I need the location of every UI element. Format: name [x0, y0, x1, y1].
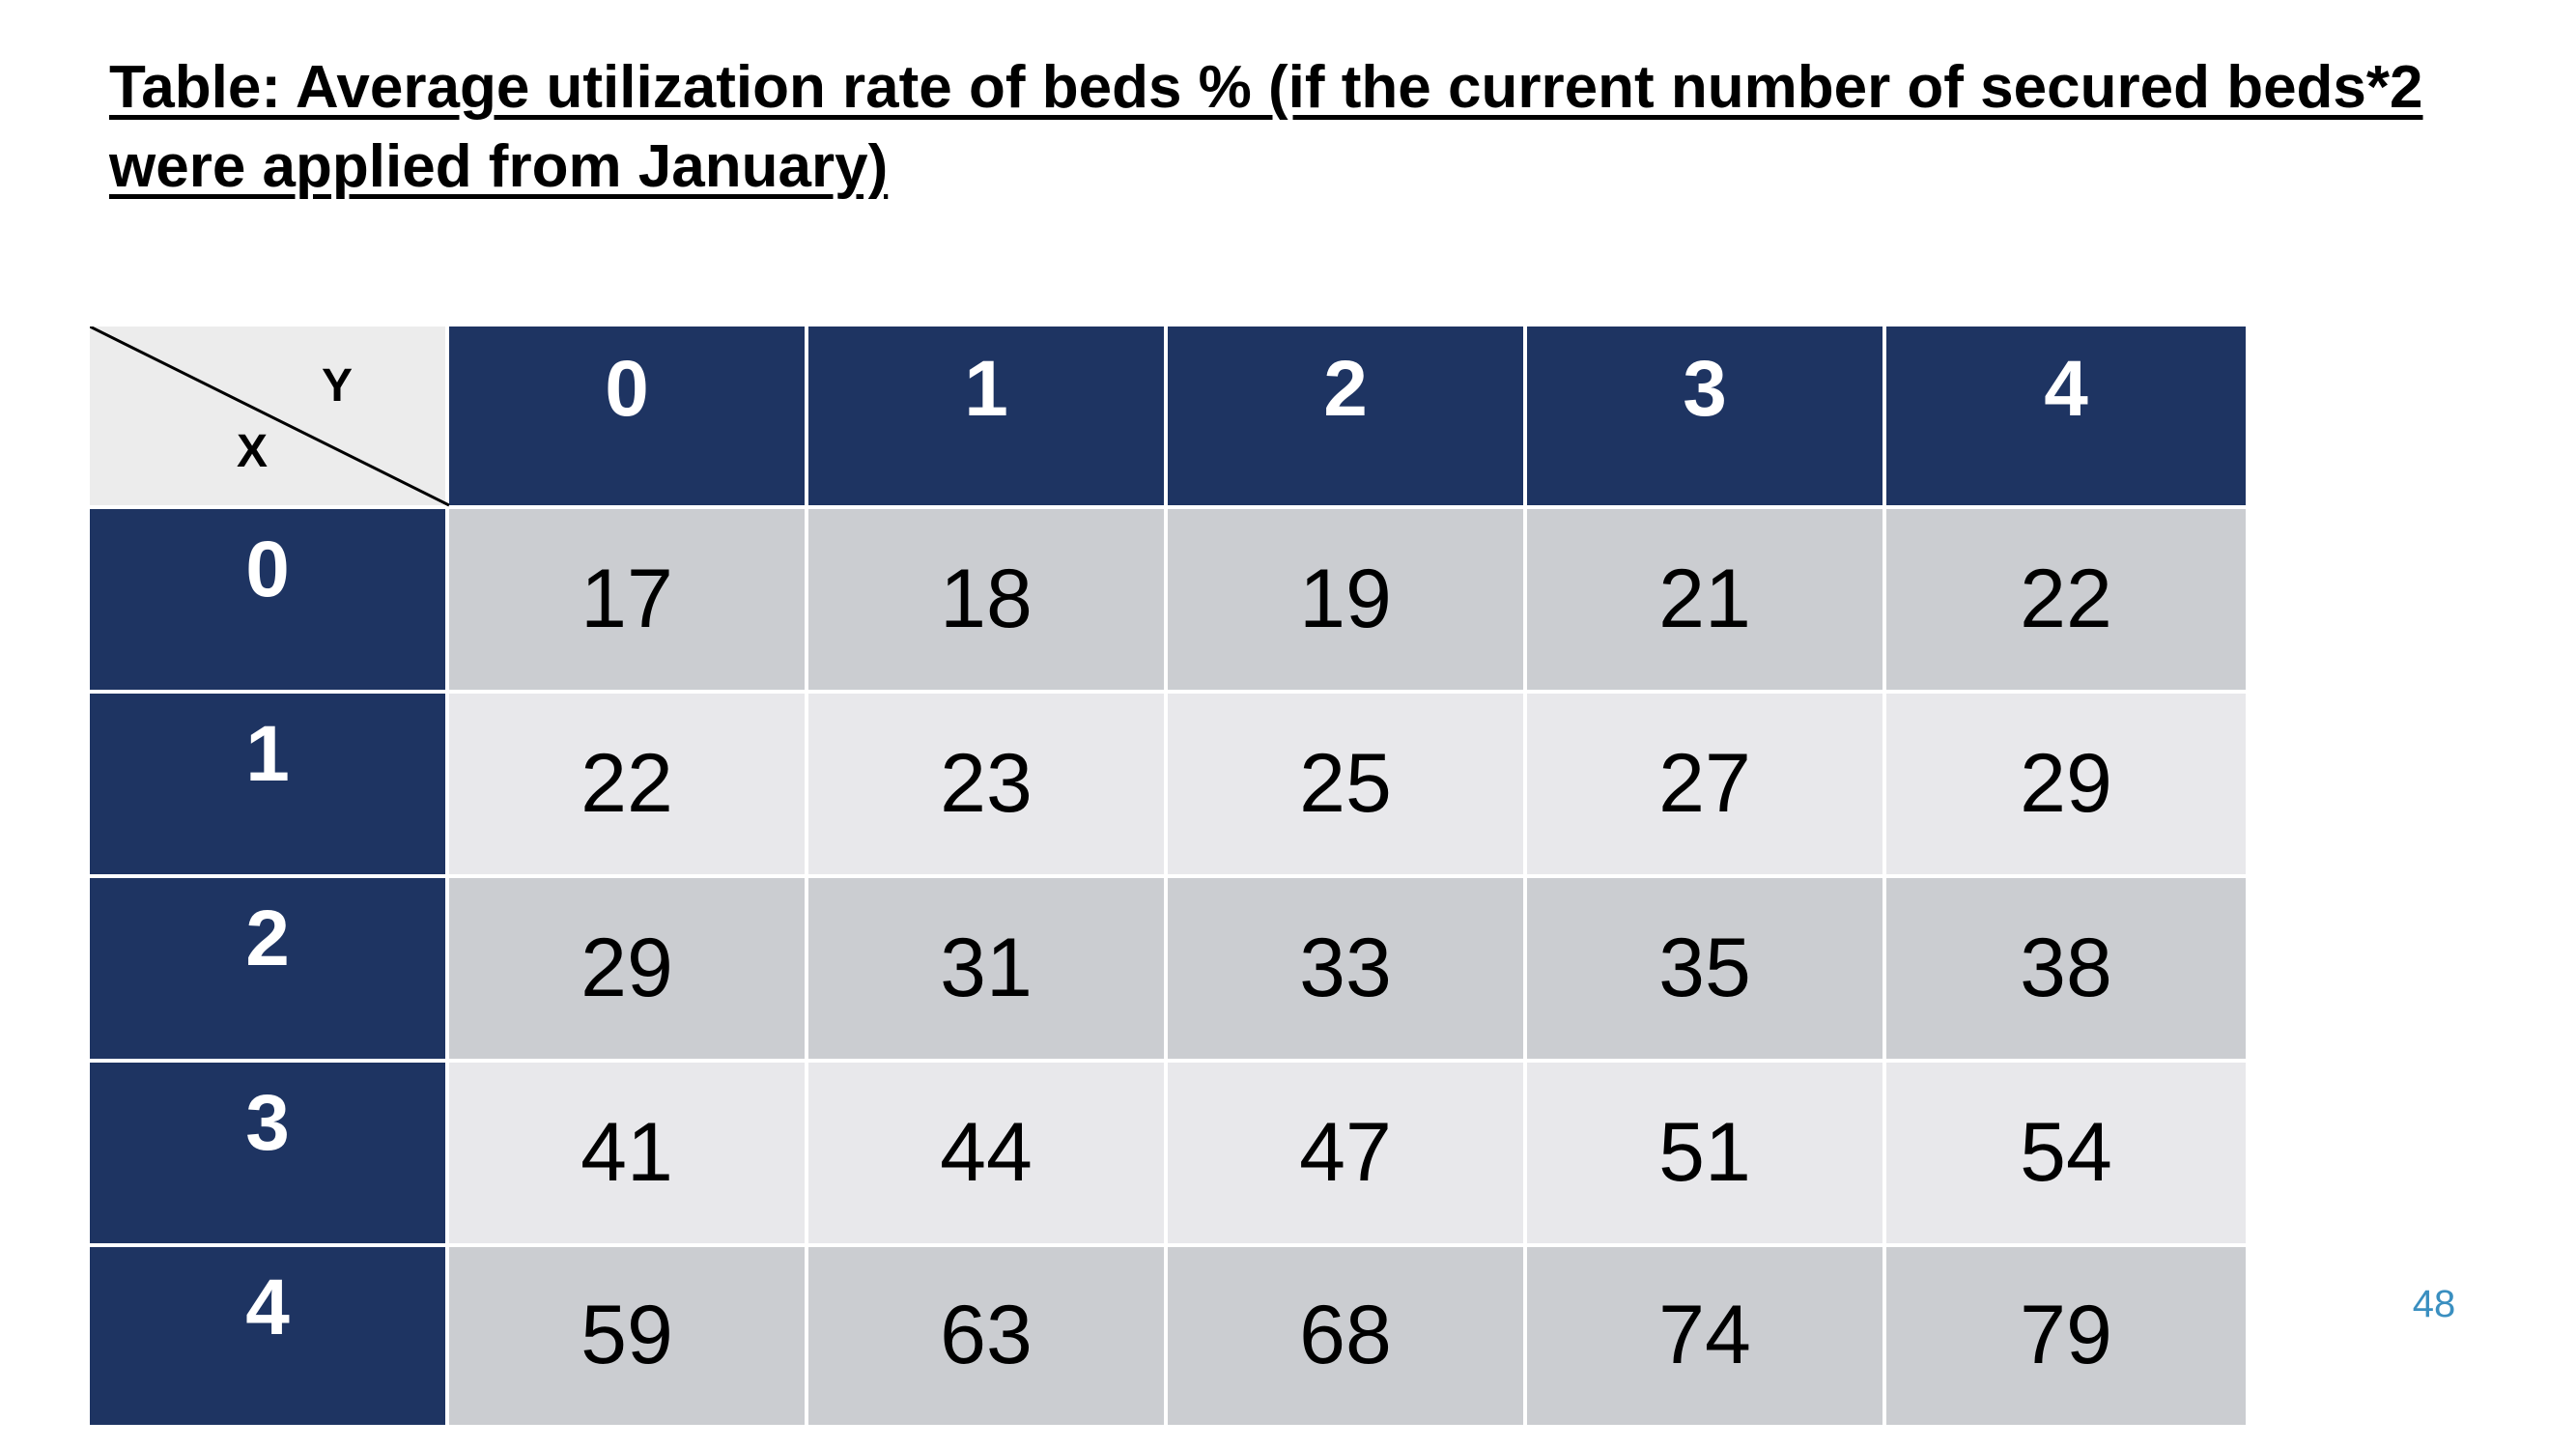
row-header: 4 [90, 1246, 449, 1425]
row-header: 1 [90, 693, 449, 878]
table-cell: 22 [1886, 509, 2246, 694]
table-row: 3 41 44 47 51 54 [90, 1062, 2246, 1247]
diagonal-divider [90, 327, 449, 507]
table-cell: 47 [1168, 1062, 1527, 1247]
table-cell: 18 [808, 509, 1168, 694]
table-cell: 29 [449, 877, 808, 1063]
table-row: 1 22 23 25 27 29 [90, 693, 2246, 878]
table-cell: 74 [1527, 1246, 1886, 1425]
table-cell: 21 [1527, 509, 1886, 694]
table-cell: 63 [808, 1246, 1168, 1425]
page-number: 48 [2412, 1283, 2456, 1325]
table-cell: 29 [1886, 693, 2246, 878]
table-cell: 41 [449, 1062, 808, 1247]
table-cell: 79 [1886, 1246, 2246, 1425]
table-row: 4 59 63 68 74 79 [90, 1246, 2246, 1425]
utilization-table: Y X 0 1 2 3 4 0 17 18 19 21 22 1 22 23 2… [90, 327, 2246, 1425]
table-cell: 33 [1168, 877, 1527, 1063]
table-cell: 27 [1527, 693, 1886, 878]
column-header: 2 [1168, 327, 1527, 509]
row-header: 0 [90, 509, 449, 694]
slide-title: Table: Average utilization rate of beds … [109, 54, 2423, 200]
table-cell: 35 [1527, 877, 1886, 1063]
table-cell: 22 [449, 693, 808, 878]
table-cell: 51 [1527, 1062, 1886, 1247]
row-header: 3 [90, 1062, 449, 1247]
table-cell: 68 [1168, 1246, 1527, 1425]
table-row: 2 29 31 33 35 38 [90, 877, 2246, 1063]
table-cell: 31 [808, 877, 1168, 1063]
table-cell: 44 [808, 1062, 1168, 1247]
y-axis-label: Y [322, 360, 354, 412]
x-axis-label: X [237, 426, 269, 477]
table-cell: 59 [449, 1246, 808, 1425]
table-cell: 54 [1886, 1062, 2246, 1247]
column-header: 3 [1527, 327, 1886, 509]
table-cell: 23 [808, 693, 1168, 878]
column-header: 4 [1886, 327, 2246, 509]
table-cell: 38 [1886, 877, 2246, 1063]
table-cell: 17 [449, 509, 808, 694]
corner-cell: Y X [90, 327, 449, 509]
table-cell: 19 [1168, 509, 1527, 694]
header-row: Y X 0 1 2 3 4 [90, 327, 2246, 509]
column-header: 1 [808, 327, 1168, 509]
column-header: 0 [449, 327, 808, 509]
table-cell: 25 [1168, 693, 1527, 878]
table-row: 0 17 18 19 21 22 [90, 509, 2246, 694]
row-header: 2 [90, 877, 449, 1063]
